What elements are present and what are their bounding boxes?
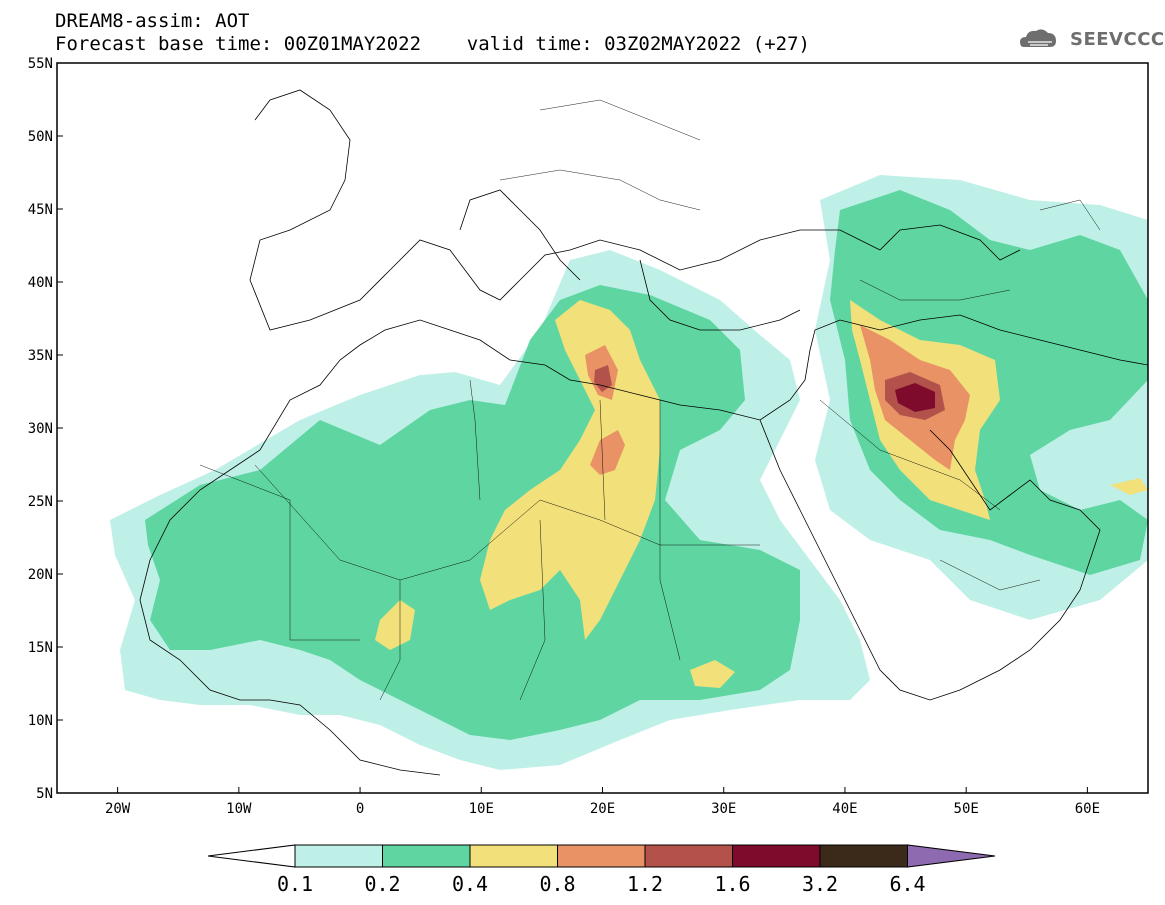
colorbar-label: 6.4 bbox=[889, 872, 926, 896]
lon-label: 10E bbox=[469, 801, 494, 817]
colorbar-low-arrow bbox=[207, 844, 296, 868]
lon-label: 0 bbox=[356, 801, 364, 817]
colorbar-segment bbox=[382, 844, 471, 868]
lat-label: 40N bbox=[28, 275, 53, 291]
lon-label: 10W bbox=[226, 801, 252, 817]
aot-contour-0.4 bbox=[1110, 478, 1148, 495]
lat-label: 5N bbox=[36, 786, 53, 802]
colorbar-segment bbox=[557, 844, 646, 868]
colorbar-label: 0.4 bbox=[451, 872, 489, 896]
lat-label: 25N bbox=[28, 494, 53, 510]
colorbar bbox=[207, 844, 996, 868]
colorbar-label: 0.2 bbox=[364, 872, 401, 896]
colorbar-segment bbox=[469, 844, 558, 868]
colorbar-label: 1.2 bbox=[626, 872, 664, 896]
lat-label: 20N bbox=[28, 567, 53, 583]
coastlines bbox=[139, 89, 1148, 776]
colorbar-segment bbox=[732, 844, 821, 868]
colorbar-segment bbox=[294, 844, 383, 868]
aot-contour-1.2 bbox=[594, 365, 612, 392]
colorbar-segment bbox=[644, 844, 733, 868]
cloud-icon bbox=[1020, 29, 1056, 47]
colorbar-label: 1.6 bbox=[714, 872, 751, 896]
lat-label: 35N bbox=[28, 348, 53, 364]
lat-axis: 55N 50N 45N 40N 35N 30N 25N 20N 15N 10N 5N bbox=[28, 56, 63, 802]
country-borders bbox=[199, 99, 1101, 701]
lat-label: 45N bbox=[28, 202, 53, 218]
lon-label: 20W bbox=[105, 801, 131, 817]
logo-text: SEEVCCC bbox=[1070, 29, 1165, 50]
lat-label: 30N bbox=[28, 421, 53, 437]
aot-contour-1.6 bbox=[895, 383, 935, 412]
colorbar-high-arrow bbox=[907, 844, 996, 868]
lat-label: 55N bbox=[28, 56, 53, 72]
forecast-times: Forecast base time: 00Z01MAY2022 valid t… bbox=[55, 33, 810, 55]
aot-contour-0.4 bbox=[690, 660, 735, 688]
lon-label: 60E bbox=[1075, 801, 1100, 817]
colorbar-label: 3.2 bbox=[801, 872, 839, 896]
aot-contour-0.4 bbox=[375, 600, 415, 650]
aot-field bbox=[110, 175, 1148, 770]
lon-axis: 20W 10W 0 10E 20E 30E 40E 50E 60E bbox=[105, 787, 1100, 817]
aot-contour-0.8 bbox=[590, 430, 625, 475]
lon-label: 40E bbox=[832, 801, 857, 817]
lat-label: 15N bbox=[28, 640, 53, 656]
lon-label: 30E bbox=[711, 801, 736, 817]
map-title: DREAM8-assim: AOT bbox=[55, 10, 250, 32]
lat-label: 10N bbox=[28, 713, 53, 729]
colorbar-label: 0.8 bbox=[539, 872, 576, 896]
colorbar-label: 0.1 bbox=[276, 872, 314, 896]
colorbar-segment bbox=[819, 844, 908, 868]
lon-label: 50E bbox=[954, 801, 979, 817]
lon-label: 20E bbox=[590, 801, 615, 817]
lat-label: 50N bbox=[28, 129, 53, 145]
